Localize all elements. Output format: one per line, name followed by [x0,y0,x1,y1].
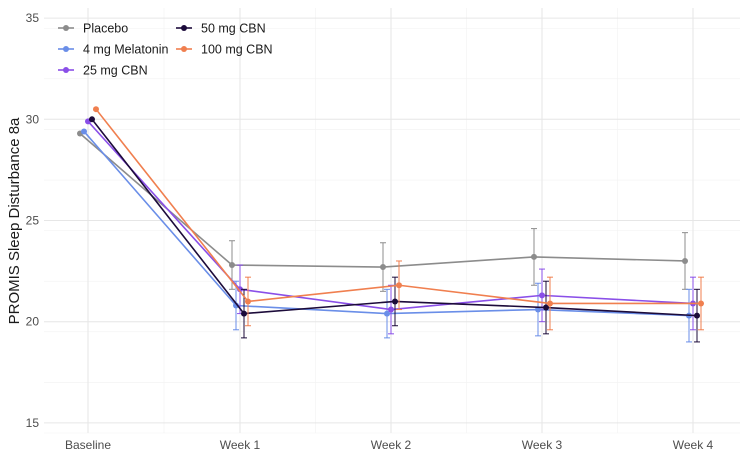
y-axis-label: PROMIS Sleep Disturbance 8a [6,117,23,324]
series-placebo [77,130,688,292]
x-tick-label: Week 4 [673,438,714,452]
legend-item: 4 mg Melatonin [58,43,169,57]
data-point [384,310,390,317]
series-100-mg-cbn [93,106,704,331]
data-point [543,304,549,311]
legend-swatch-dot [181,46,187,52]
x-tick-label: Week 1 [220,438,261,452]
legend-swatch-dot [63,46,69,52]
data-point [388,306,394,313]
legend-item: 25 mg CBN [58,64,148,78]
x-tick-label: Week 3 [522,438,563,452]
legend: Placebo 4 mg Melatonin 25 mg CBN 50 mg CBN 1… [58,22,273,78]
data-point [237,286,243,293]
axis-layer: 15 20 25 30 35 Baseline Week 1 Week 2 Week 3 Week… [26,11,714,452]
data-point [392,298,398,305]
legend-swatch-dot [63,25,69,31]
data-point [241,310,247,317]
data-point [396,282,402,289]
y-tick-label: 25 [26,214,40,228]
grid-layer [44,8,740,434]
data-point [547,300,553,307]
data-point [531,253,537,260]
y-tick-label: 20 [26,315,40,329]
legend-swatch-dot [63,67,69,73]
legend-label: 25 mg CBN [83,64,148,78]
data-point [682,257,688,264]
legend-label: 100 mg CBN [201,43,273,57]
x-tick-label: Week 2 [371,438,412,452]
x-tick-label: Baseline [65,438,111,452]
series-50-mg-cbn [89,116,700,343]
y-tick-label: 15 [26,416,40,430]
legend-item: 50 mg CBN [176,22,266,36]
data-point [89,116,95,123]
y-tick-label: 35 [26,11,40,25]
data-point [93,106,99,113]
series-line [83,130,690,317]
legend-label: Placebo [83,22,128,36]
legend-swatch-dot [181,25,187,31]
legend-item: 100 mg CBN [176,43,273,57]
legend-label: 50 mg CBN [201,22,266,36]
series-layer [77,106,704,343]
data-point [698,300,704,307]
data-point [229,262,235,269]
y-tick-label: 30 [26,112,40,126]
legend-item: Placebo [58,22,128,36]
legend-label: 4 mg Melatonin [83,43,169,57]
data-point [245,298,251,305]
data-point [81,128,87,135]
data-point [694,312,700,319]
data-point [380,264,386,271]
data-point [539,292,545,299]
